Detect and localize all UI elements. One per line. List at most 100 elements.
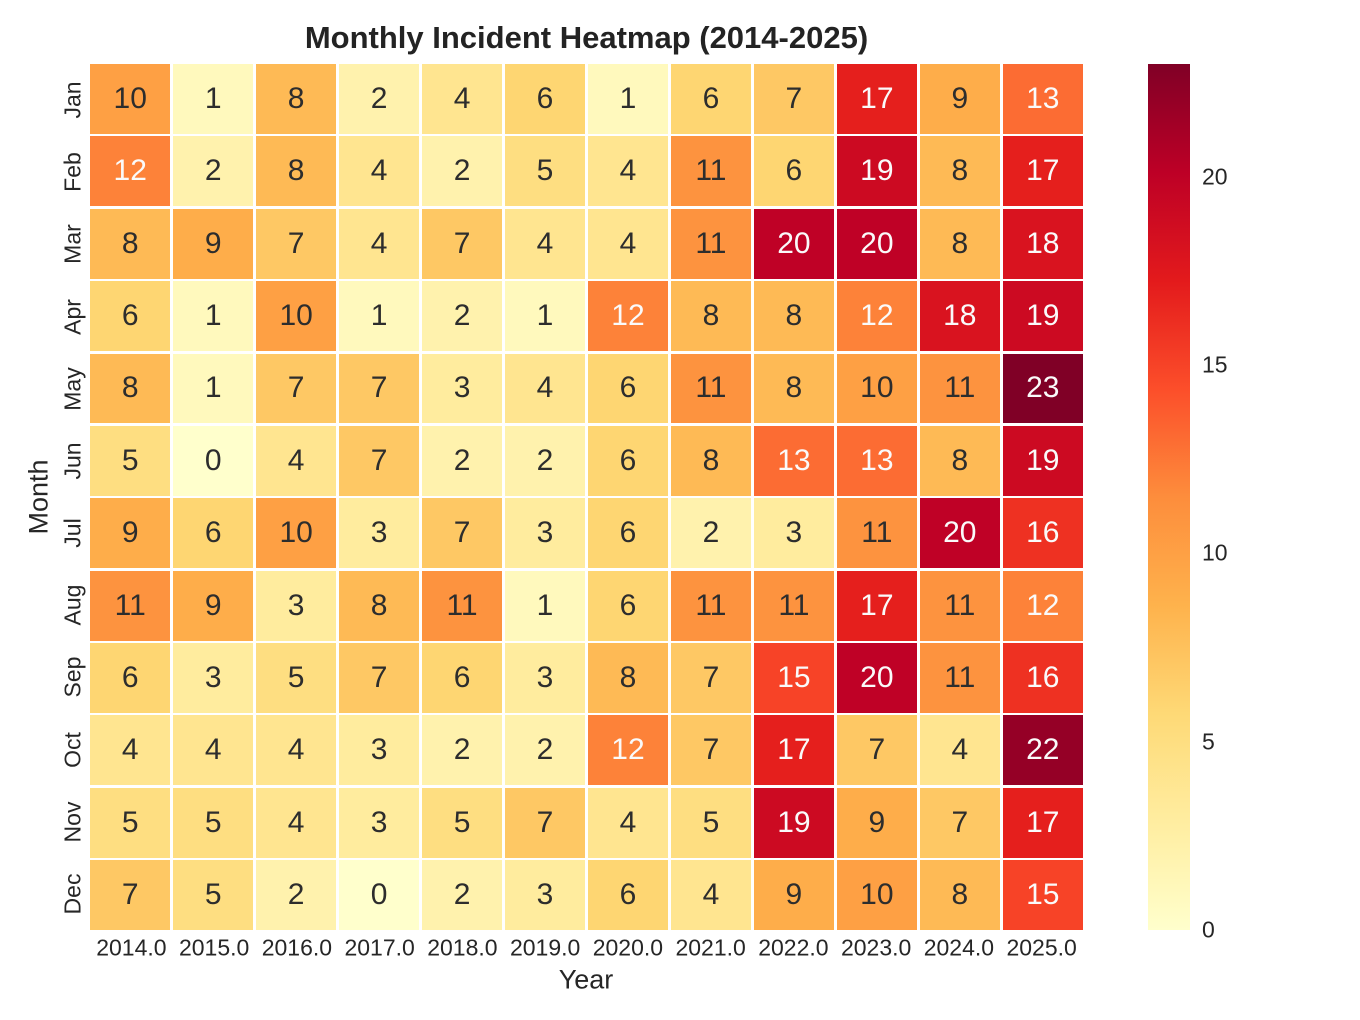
heatmap-cell: 8 <box>753 281 835 351</box>
cell-value: 6 <box>453 660 471 694</box>
heatmap-cell: 2 <box>421 860 503 930</box>
cell-value: 4 <box>287 443 305 477</box>
cell-value: 11 <box>944 660 976 694</box>
cell-value: 5 <box>702 805 720 839</box>
cell-value: 8 <box>702 443 720 477</box>
heatmap-cell: 11 <box>670 136 752 207</box>
cell-value: 6 <box>121 299 139 333</box>
cell-value: 1 <box>204 81 222 115</box>
cell-value: 9 <box>868 805 886 839</box>
cell-value: 8 <box>951 443 969 477</box>
cell-value: 7 <box>370 660 388 694</box>
heatmap-cell: 3 <box>255 570 337 641</box>
heatmap-cell: 4 <box>421 64 503 134</box>
heatmap-cell: 9 <box>90 498 171 569</box>
heatmap-cell: 5 <box>421 787 503 858</box>
heatmap-cell: 18 <box>919 281 1001 351</box>
heatmap-cell: 3 <box>338 715 420 786</box>
heatmap-cell: 1 <box>172 353 254 424</box>
x-tick-label: 2016.0 <box>261 934 333 961</box>
cell-value: 7 <box>121 878 139 912</box>
cell-value: 6 <box>619 371 637 405</box>
heatmap-cell: 2 <box>172 136 254 207</box>
heatmap-cell: 8 <box>90 353 171 424</box>
heatmap-cell: 11 <box>90 570 171 641</box>
cell-value: 16 <box>1026 660 1060 694</box>
heatmap-cell: 5 <box>504 136 586 207</box>
x-tick-label: 2023.0 <box>840 934 912 961</box>
heatmap-cell: 13 <box>753 425 835 496</box>
cell-value: 2 <box>453 733 471 767</box>
cell-value: 7 <box>536 805 554 839</box>
cell-value: 1 <box>204 299 222 333</box>
cell-value: 2 <box>453 443 471 477</box>
cell-value: 6 <box>619 443 637 477</box>
heatmap-cell: 9 <box>172 570 254 641</box>
heatmap-cell: 11 <box>670 353 752 424</box>
cell-value: 8 <box>785 371 803 405</box>
heatmap-cell: 1 <box>172 281 254 351</box>
cell-value: 6 <box>536 81 554 115</box>
heatmap-cell: 6 <box>504 64 586 134</box>
y-axis-label: Month <box>23 459 54 535</box>
cell-value: 12 <box>611 733 645 767</box>
cell-value: 6 <box>619 516 637 550</box>
cell-value: 10 <box>860 878 894 912</box>
heatmap-cell: 5 <box>172 787 254 858</box>
cell-value: 11 <box>695 371 727 405</box>
cell-value: 5 <box>287 660 305 694</box>
cell-value: 2 <box>702 516 720 550</box>
heatmap-cell: 11 <box>670 208 752 279</box>
heatmap-cell: 7 <box>836 715 918 786</box>
colorbar-tick-label: 10 <box>1202 539 1228 566</box>
heatmap-cell: 2 <box>421 715 503 786</box>
y-tick-label: May <box>59 367 86 411</box>
cell-value: 8 <box>287 81 305 115</box>
cell-value: 2 <box>453 878 471 912</box>
cell-value: 11 <box>114 588 146 622</box>
heatmap-cell: 11 <box>670 570 752 641</box>
heatmap-cell: 10 <box>255 498 337 569</box>
cell-value: 4 <box>536 371 554 405</box>
cell-value: 8 <box>121 371 139 405</box>
heatmap-cell: 0 <box>172 425 254 496</box>
cell-value: 8 <box>619 660 637 694</box>
heatmap-cell: 8 <box>919 208 1001 279</box>
heatmap-cell: 7 <box>670 715 752 786</box>
heatmap-cell: 4 <box>504 353 586 424</box>
cell-value: 4 <box>370 226 388 260</box>
x-tick-label: 2017.0 <box>344 934 415 961</box>
cell-value: 19 <box>777 805 811 839</box>
cell-value: 11 <box>695 588 727 622</box>
cell-value: 12 <box>860 299 894 333</box>
heatmap-cell: 12 <box>587 281 669 351</box>
cell-value: 4 <box>204 733 222 767</box>
cell-value: 6 <box>619 588 637 622</box>
heatmap-cell: 7 <box>919 787 1001 858</box>
cell-value: 8 <box>951 154 969 188</box>
cell-value: 3 <box>785 516 803 550</box>
cell-value: 3 <box>287 588 305 622</box>
cell-value: 6 <box>204 516 222 550</box>
cell-value: 7 <box>287 226 305 260</box>
cell-value: 9 <box>204 226 222 260</box>
cell-value: 12 <box>1026 588 1060 622</box>
colorbar <box>1148 64 1190 930</box>
heatmap-cell: 8 <box>919 425 1001 496</box>
heatmap-cell: 12 <box>587 715 669 786</box>
heatmap-cell: 22 <box>1002 715 1083 786</box>
heatmap-cell: 15 <box>753 643 835 713</box>
heatmap-cell: 2 <box>421 425 503 496</box>
cell-value: 7 <box>370 371 388 405</box>
heatmap-cell: 4 <box>587 208 669 279</box>
cell-value: 8 <box>287 154 305 188</box>
heatmap-cell: 4 <box>338 136 420 207</box>
cell-value: 4 <box>453 81 471 115</box>
cell-value: 3 <box>536 516 554 550</box>
y-tick-label: Jun <box>59 442 86 480</box>
heatmap-cell: 10 <box>836 860 918 930</box>
cell-value: 2 <box>453 299 471 333</box>
cell-value: 7 <box>453 516 471 550</box>
heatmap-cell: 1 <box>504 570 586 641</box>
heatmap-cell: 4 <box>172 715 254 786</box>
